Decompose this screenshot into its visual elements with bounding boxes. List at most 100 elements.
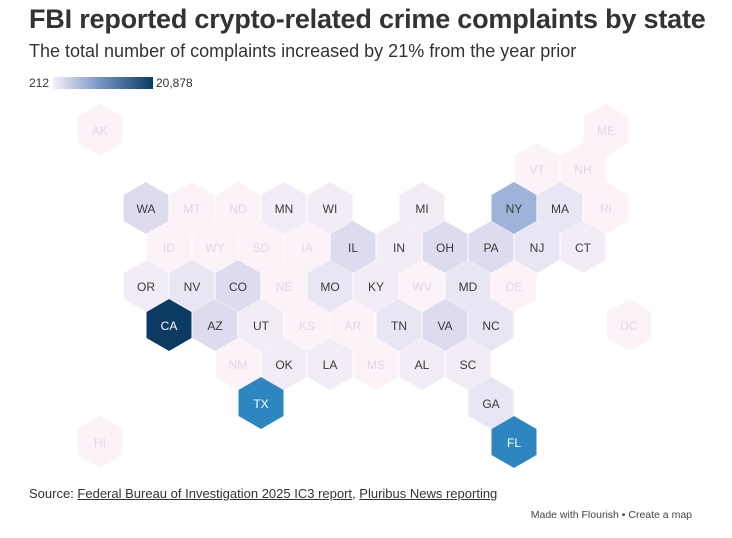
- state-tile-ak[interactable]: AK: [77, 104, 123, 156]
- state-tile-nd[interactable]: ND: [215, 182, 261, 234]
- state-hex: [399, 338, 445, 390]
- state-label: DC: [620, 319, 638, 333]
- state-tile-tx[interactable]: TX: [238, 377, 284, 429]
- state-tile-pa[interactable]: PA: [468, 221, 514, 273]
- state-tile-wy[interactable]: WY: [192, 221, 238, 273]
- state-hex: [491, 260, 537, 312]
- state-hex: [491, 416, 537, 468]
- state-tile-ut[interactable]: UT: [238, 299, 284, 351]
- state-tile-nc[interactable]: NC: [468, 299, 514, 351]
- state-tile-md[interactable]: MD: [445, 260, 491, 312]
- chart-subtitle: The total number of complaints increased…: [29, 41, 577, 61]
- source-link-fbi[interactable]: Federal Bureau of Investigation 2025 IC3…: [77, 486, 353, 501]
- state-hex: [215, 182, 261, 234]
- state-label: MO: [320, 280, 339, 294]
- state-tile-co[interactable]: CO: [215, 260, 261, 312]
- state-tile-hi[interactable]: HI: [77, 416, 123, 468]
- state-hex: [192, 299, 238, 351]
- state-tile-in[interactable]: IN: [376, 221, 422, 273]
- state-label: KY: [368, 280, 384, 294]
- state-hex: [307, 182, 353, 234]
- state-tile-fl[interactable]: FL: [491, 416, 537, 468]
- state-label: KS: [299, 319, 315, 333]
- state-tile-nv[interactable]: NV: [169, 260, 215, 312]
- state-tile-ok[interactable]: OK: [261, 338, 307, 390]
- state-tile-nj[interactable]: NJ: [514, 221, 560, 273]
- state-tile-sc[interactable]: SC: [445, 338, 491, 390]
- state-label: CO: [229, 280, 247, 294]
- state-label: OK: [275, 358, 292, 372]
- state-tile-ks[interactable]: KS: [284, 299, 330, 351]
- state-label: OH: [436, 241, 454, 255]
- state-label: AR: [345, 319, 362, 333]
- state-tile-ri[interactable]: RI: [583, 182, 629, 234]
- state-hex: [261, 182, 307, 234]
- source-link-pluribus[interactable]: Pluribus News reporting: [359, 486, 498, 501]
- state-tile-ca[interactable]: CA: [146, 299, 192, 351]
- state-hex: [583, 104, 629, 156]
- state-hex: [77, 416, 123, 468]
- state-tile-ma[interactable]: MA: [537, 182, 583, 234]
- state-tile-ct[interactable]: CT: [560, 221, 606, 273]
- state-tile-ny[interactable]: NY: [491, 182, 537, 234]
- state-tile-vt[interactable]: VT: [514, 143, 560, 195]
- state-hex: [583, 182, 629, 234]
- state-label: SD: [253, 241, 270, 255]
- state-label: NJ: [530, 241, 545, 255]
- legend-min-label: 212: [29, 76, 50, 90]
- state-tile-id[interactable]: ID: [146, 221, 192, 273]
- state-tile-mt[interactable]: MT: [169, 182, 215, 234]
- state-tile-va[interactable]: VA: [422, 299, 468, 351]
- state-label: OR: [137, 280, 155, 294]
- state-tile-il[interactable]: IL: [330, 221, 376, 273]
- state-hex: [261, 260, 307, 312]
- state-label: TX: [253, 397, 268, 411]
- state-tile-ne[interactable]: NE: [261, 260, 307, 312]
- state-tile-ms[interactable]: MS: [353, 338, 399, 390]
- state-hex: [468, 377, 514, 429]
- state-tile-me[interactable]: ME: [583, 104, 629, 156]
- state-tile-sd[interactable]: SD: [238, 221, 284, 273]
- state-label: NM: [229, 358, 248, 372]
- state-tile-wi[interactable]: WI: [307, 182, 353, 234]
- state-hex: [307, 260, 353, 312]
- state-hex: [284, 221, 330, 273]
- state-tile-wv[interactable]: WV: [399, 260, 445, 312]
- state-tile-wa[interactable]: WA: [123, 182, 169, 234]
- state-hex: [192, 221, 238, 273]
- state-tile-az[interactable]: AZ: [192, 299, 238, 351]
- state-label: DE: [506, 280, 523, 294]
- state-hex: [468, 299, 514, 351]
- state-label: ND: [229, 202, 247, 216]
- state-tile-mi[interactable]: MI: [399, 182, 445, 234]
- state-tile-ar[interactable]: AR: [330, 299, 376, 351]
- state-tile-mn[interactable]: MN: [261, 182, 307, 234]
- state-hex: [353, 260, 399, 312]
- state-tile-mo[interactable]: MO: [307, 260, 353, 312]
- state-hex: [146, 299, 192, 351]
- state-label: GA: [482, 397, 499, 411]
- state-label: MI: [415, 202, 428, 216]
- state-tile-al[interactable]: AL: [399, 338, 445, 390]
- state-tile-ky[interactable]: KY: [353, 260, 399, 312]
- state-tile-or[interactable]: OR: [123, 260, 169, 312]
- state-tile-ia[interactable]: IA: [284, 221, 330, 273]
- state-tile-tn[interactable]: TN: [376, 299, 422, 351]
- state-hex: [215, 260, 261, 312]
- state-tile-dc[interactable]: DC: [606, 299, 652, 351]
- state-label: LA: [323, 358, 338, 372]
- state-tile-la[interactable]: LA: [307, 338, 353, 390]
- state-label: TN: [391, 319, 407, 333]
- state-tile-nm[interactable]: NM: [215, 338, 261, 390]
- flourish-footer[interactable]: Made with Flourish • Create a map: [530, 509, 692, 521]
- state-hex: [77, 104, 123, 156]
- state-label: CA: [161, 319, 178, 333]
- state-label: MS: [367, 358, 385, 372]
- state-tile-ga[interactable]: GA: [468, 377, 514, 429]
- state-tile-de[interactable]: DE: [491, 260, 537, 312]
- state-hex: [353, 338, 399, 390]
- state-tile-oh[interactable]: OH: [422, 221, 468, 273]
- state-hex: [284, 299, 330, 351]
- state-tile-nh[interactable]: NH: [560, 143, 606, 195]
- state-hex: [261, 338, 307, 390]
